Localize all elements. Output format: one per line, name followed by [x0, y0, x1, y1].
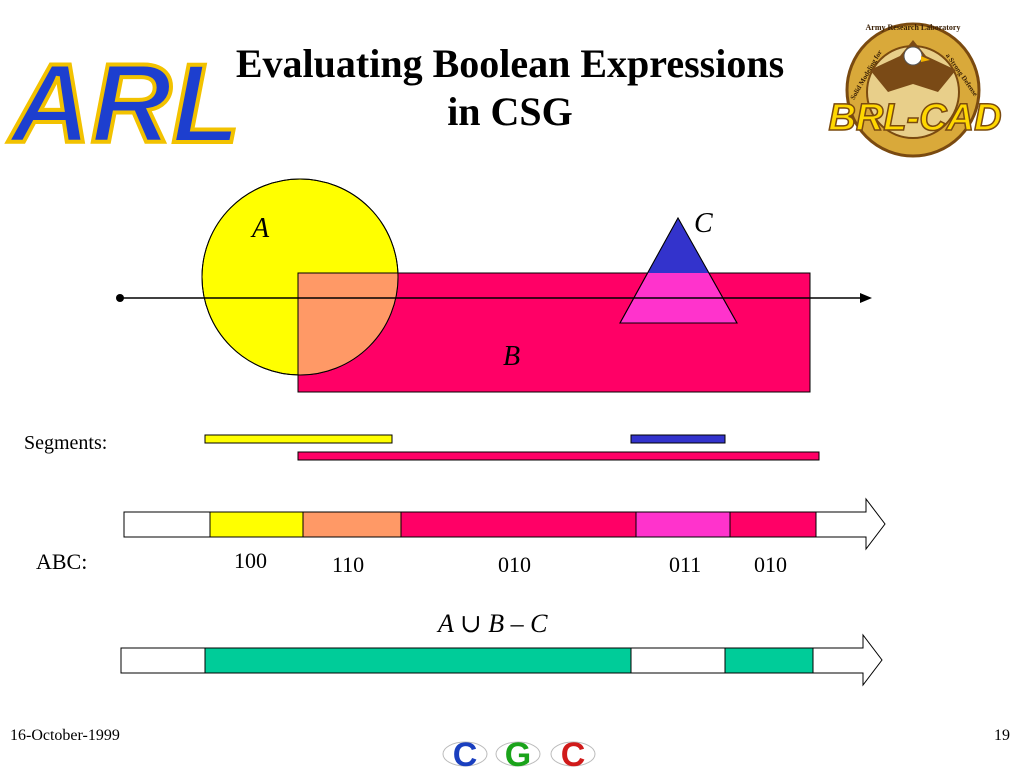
abc-code-2: 110	[332, 552, 365, 577]
boolean-expression: A ∪ B – C	[438, 609, 548, 638]
abc-code-3: 010	[498, 552, 531, 577]
brlcad-logo: Army Research Laboratory Solid Modeling …	[828, 22, 1002, 158]
segment-a	[204, 434, 393, 444]
result-interval-2	[724, 647, 814, 674]
abc-code-5: 010	[754, 552, 787, 577]
title-line-1: Evaluating Boolean Expressions	[235, 41, 785, 86]
eagle-wings-icon	[870, 40, 956, 92]
segments-label: Segments:	[24, 432, 108, 454]
ray-origin-point	[116, 294, 124, 302]
abc-arrow-icon	[815, 497, 886, 551]
cgc-letter-1: C	[453, 736, 478, 768]
segment-c	[630, 434, 726, 444]
page-number: 19	[994, 727, 1010, 744]
eagle-head-icon	[903, 46, 923, 66]
cgc-letter-2: G	[505, 736, 531, 768]
arl-logo: ARL	[5, 39, 242, 168]
c-outside-b	[647, 218, 709, 273]
footer-date: 16-October-1999	[10, 727, 120, 744]
abc-interval-010-2	[729, 511, 817, 538]
abc-bar	[123, 497, 886, 551]
ray-arrow-icon	[860, 293, 872, 303]
abc-code-1: 100	[234, 548, 267, 573]
arl-logo-text: ARL	[7, 41, 240, 166]
label-b: B	[503, 341, 521, 372]
label-c: C	[694, 208, 713, 239]
segment-b	[297, 451, 820, 461]
cgc-logo: C G C	[442, 736, 596, 768]
cgc-letter-3: C	[561, 736, 586, 768]
result-interval-1	[204, 647, 632, 674]
label-a: A	[252, 213, 270, 244]
abc-interval-100	[209, 511, 304, 538]
result-bar	[120, 633, 883, 687]
seal-ring-text-top: Army Research Laboratory	[866, 23, 961, 32]
slide-title: Evaluating Boolean Expressions in CSG	[180, 40, 840, 136]
abc-label: ABC:	[36, 549, 88, 574]
abc-interval-110	[302, 511, 402, 538]
abc-interval-011	[635, 511, 731, 538]
result-arrow-icon	[812, 633, 883, 687]
abc-interval-010	[400, 511, 637, 538]
title-line-2: in CSG	[447, 89, 573, 134]
seal-banner-text: BRL-CAD	[828, 97, 1001, 139]
abc-code-4: 011	[669, 552, 702, 577]
